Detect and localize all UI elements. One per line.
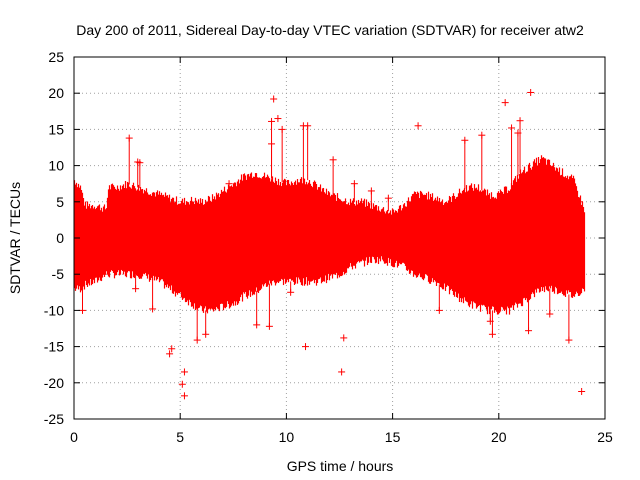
outlier-point (516, 117, 524, 125)
outlier-point (525, 327, 533, 335)
outlier-point (414, 122, 422, 130)
outlier-point (287, 288, 295, 296)
y-tick-label: 5 (56, 194, 64, 210)
outlier-point (338, 368, 346, 376)
x-tick-label: 0 (70, 429, 78, 445)
outlier-point (350, 180, 358, 188)
outlier-point (270, 95, 278, 103)
outlier-point (268, 140, 276, 148)
outlier-point (125, 134, 133, 142)
y-tick-label: 0 (56, 230, 64, 246)
y-tick-label: 25 (48, 49, 64, 65)
outlier-point (578, 387, 586, 395)
outlier-point (180, 392, 188, 400)
outlier-point (268, 117, 276, 125)
outlier-point (180, 368, 188, 376)
outlier-point (136, 159, 144, 167)
outlier-point (527, 88, 535, 96)
outlier-point (278, 125, 286, 133)
y-tick-label: 15 (48, 121, 64, 137)
x-tick-label: 25 (597, 429, 613, 445)
y-tick-label: -15 (44, 339, 64, 355)
outlier-point (514, 129, 522, 137)
outlier-point (265, 322, 273, 330)
y-tick-label: -5 (52, 266, 65, 282)
outlier-point (202, 330, 210, 338)
x-tick-label: 20 (491, 429, 507, 445)
chart-title: Day 200 of 2011, Sidereal Day-to-day VTE… (76, 22, 584, 38)
x-axis-title: GPS time / hours (287, 458, 394, 474)
outlier-point (193, 336, 201, 344)
outlier-point (435, 306, 443, 314)
outlier-point (488, 330, 496, 338)
outlier-point (274, 115, 282, 123)
y-tick-label: -10 (44, 302, 64, 318)
y-axis-title: SDTVAR / TECUs (7, 182, 23, 294)
outlier-point (78, 306, 86, 314)
data-layer (73, 88, 586, 400)
outlier-point (501, 99, 509, 107)
outlier-point (478, 131, 486, 139)
y-tick-label: -20 (44, 375, 64, 391)
outlier-point (253, 321, 261, 329)
x-tick-label: 5 (176, 429, 184, 445)
outlier-point (576, 198, 584, 206)
outlier-point (565, 336, 573, 344)
outlier-point (544, 277, 552, 285)
outlier-point (486, 317, 494, 325)
outlier-point (367, 187, 375, 195)
outlier-point (302, 343, 310, 351)
outlier-point (546, 310, 554, 318)
outlier-point (178, 380, 186, 388)
outlier-point (168, 345, 176, 353)
outlier-point (225, 180, 233, 188)
outlier-point (149, 305, 157, 313)
outlier-point (132, 285, 140, 293)
y-tick-label: 20 (48, 85, 64, 101)
outlier-point (340, 334, 348, 342)
outlier-point (166, 350, 174, 358)
y-tick-label: 10 (48, 158, 64, 174)
outlier-point (508, 124, 516, 132)
outlier-point (304, 122, 312, 130)
axis-ticks: -25 -20 -15 -10 -5 0 5 10 15 20 25 0 5 10 15 20 25 (44, 49, 613, 445)
x-tick-label: 10 (279, 429, 295, 445)
x-tick-label: 15 (385, 429, 401, 445)
outlier-point (384, 194, 392, 202)
outlier-point (329, 156, 337, 164)
outlier-point (461, 136, 469, 144)
y-tick-label: -25 (44, 411, 64, 427)
